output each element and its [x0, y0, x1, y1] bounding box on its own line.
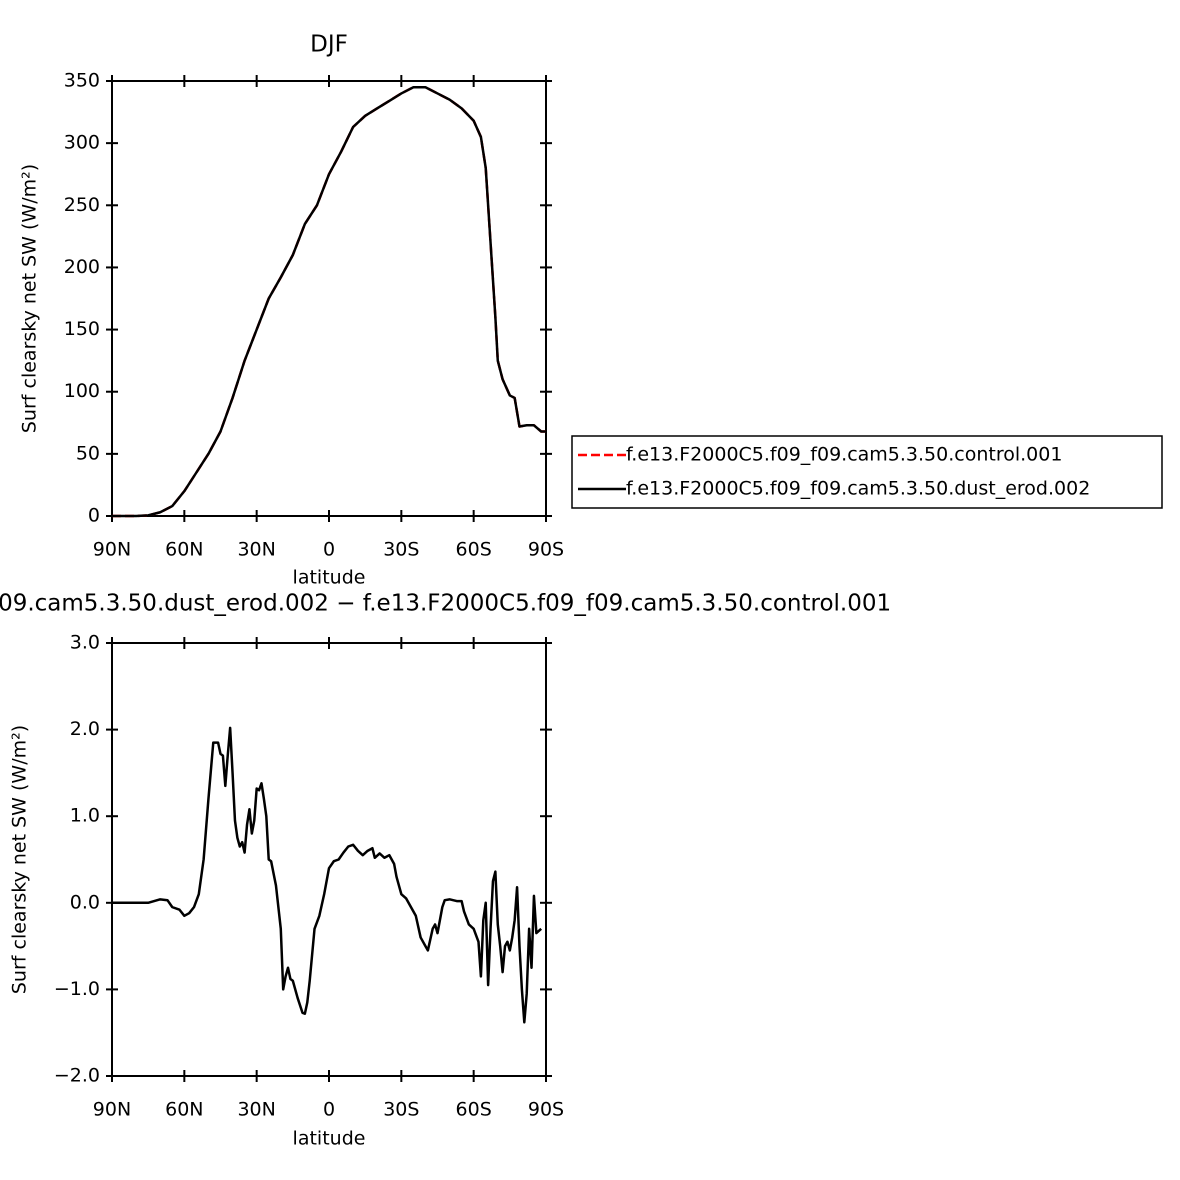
- panel: f.e13.F2000C5.f09_f09.cam5.3.50.dust_ero…: [0, 591, 891, 1150]
- data-line: [112, 85, 546, 518]
- x-tick-label: 60N: [165, 1099, 203, 1121]
- y-axis-label: Surf clearsky net SW (W/m²): [9, 725, 31, 994]
- x-tick-label: 0: [323, 1099, 335, 1121]
- y-tick-label: −1.0: [54, 978, 100, 1000]
- plot-frame: [111, 80, 547, 517]
- y-tick-label: 50: [76, 442, 100, 464]
- x-axis-label: latitude: [293, 1128, 366, 1150]
- legend-box: [571, 435, 1163, 509]
- y-tick-label: 2.0: [70, 718, 100, 740]
- x-tick-label: 30N: [237, 539, 275, 561]
- y-tick-label: 350: [64, 70, 100, 92]
- x-tick-label: 60S: [456, 539, 492, 561]
- x-tick-label: 30S: [383, 539, 419, 561]
- x-tick-label: 90N: [93, 1099, 131, 1121]
- data-line: [112, 726, 543, 1024]
- plot-frame: [111, 642, 547, 1077]
- y-tick-label: 300: [64, 132, 100, 154]
- y-tick-label: 1.0: [70, 805, 100, 827]
- y-tick-label: 250: [64, 194, 100, 216]
- y-tick-label: 200: [64, 256, 100, 278]
- x-tick-label: 30N: [237, 1099, 275, 1121]
- y-tick-label: 3.0: [70, 632, 100, 654]
- x-axis-label: latitude: [293, 567, 366, 589]
- x-tick-label: 30S: [383, 1099, 419, 1121]
- chart-title: DJF: [310, 32, 348, 58]
- y-axis-label: Surf clearsky net SW (W/m²): [19, 164, 41, 433]
- x-tick-label: 60S: [456, 1099, 492, 1121]
- y-tick-label: −2.0: [54, 1065, 100, 1087]
- y-tick-label: 100: [64, 380, 100, 402]
- panel: DJF latitude Surf clearsky net SW (W/m²) 0 5…: [19, 32, 565, 589]
- y-tick-label: 0.0: [70, 891, 100, 913]
- x-tick-label: 90S: [528, 1099, 564, 1121]
- x-tick-label: 90S: [528, 539, 564, 561]
- legend-label: f.e13.F2000C5.f09_f09.cam5.3.50.control.…: [626, 444, 1062, 466]
- data-line: [112, 85, 546, 518]
- x-tick-label: 90N: [93, 539, 131, 561]
- y-tick-label: 0: [88, 505, 100, 527]
- legend-label: f.e13.F2000C5.f09_f09.cam5.3.50.dust_ero…: [626, 478, 1090, 500]
- x-tick-label: 60N: [165, 539, 203, 561]
- x-tick-label: 0: [323, 539, 335, 561]
- chart-title: f.e13.F2000C5.f09_f09.cam5.3.50.dust_ero…: [0, 591, 891, 617]
- y-tick-label: 150: [64, 318, 100, 340]
